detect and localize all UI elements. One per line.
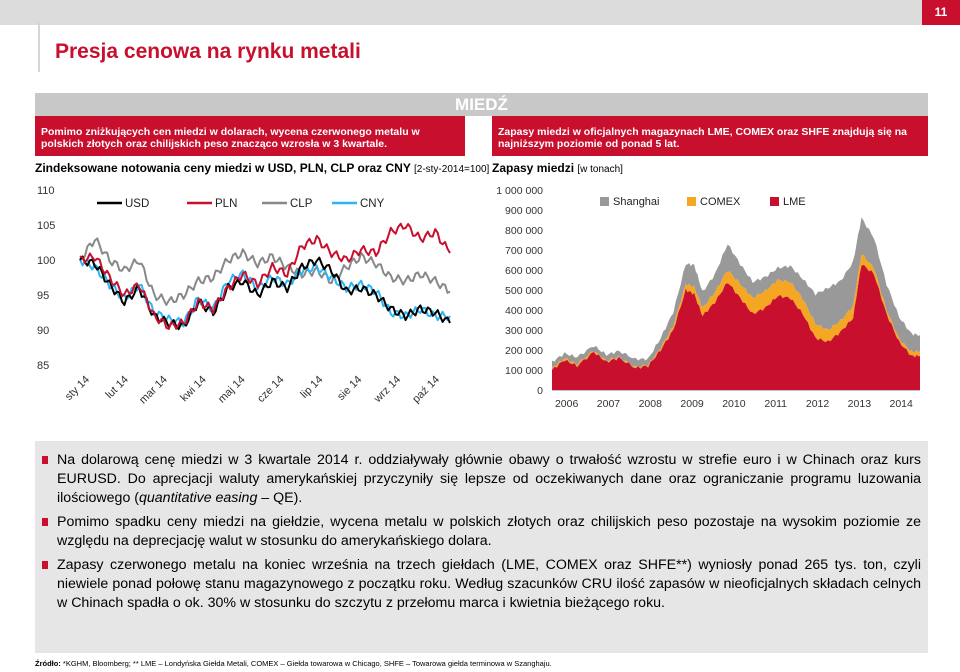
legend-swatch [600,197,609,206]
x-tick-label: 2011 [764,398,787,410]
y-tick-label: 105 [37,220,55,232]
legend-swatch [687,197,696,206]
y-tick-label: 90 [37,325,49,337]
price-index-chart: 110 105 100 95 90 85 sty 14 lut 14 mar 14 kwi 14 m… [37,185,451,407]
x-tick-label: 2007 [597,398,621,410]
page-number: 11 [922,0,960,25]
y-tick-label: 100 000 [505,365,543,377]
bullet-marker-icon [42,518,48,526]
title-divider [38,22,40,72]
copper-stocks-chart: 1 000 000 900 000 800 000 700 000 600 000 500… [496,185,920,410]
series-line-cny [79,258,451,328]
y-tick-label: 85 [37,360,49,372]
bullet-text: Na dolarową cenę miedzi w 3 kwartale 201… [57,452,921,506]
series-line-clp [79,237,451,306]
left-chart-title: Zindeksowane notowania ceny miedzi w USD… [35,161,489,175]
right-chart-title-text: Zapasy miedzi [492,161,575,175]
page-title: Presja cenowa na rynku metali [55,40,361,63]
x-tick-label: paź 14 [410,374,442,406]
series-line-usd [79,255,451,331]
y-tick-label: 500 000 [505,285,543,297]
source-note: Źródło: *KGHM, Bloomberg; ** LME – Londy… [35,659,552,668]
legend-label: USD [125,198,149,210]
y-tick-label: 300 000 [505,325,543,337]
x-tick-label: maj 14 [216,374,248,406]
banner-label: MIEDŹ [455,95,508,114]
bullet-text: Zapasy czerwonego metalu na koniec wrześ… [57,557,921,611]
source-text: *KGHM, Bloomberg; ** LME – Londyńska Gie… [60,659,552,668]
y-tick-label: 0 [537,385,543,397]
y-tick-label: 400 000 [505,305,543,317]
top-bar [0,0,960,25]
legend-label: CNY [360,198,385,210]
bullet-text-end: – QE). [257,490,303,506]
y-tick-label: 200 000 [505,345,543,357]
area-shanghai [552,217,920,368]
source-label: Źródło: [35,659,61,668]
y-tick-label: 700 000 [505,245,543,257]
right-chart-subtitle: [w tonach] [577,164,623,175]
y-tick-label: 1 000 000 [496,185,543,197]
x-tick-label: 2010 [722,398,746,410]
bullet-marker-icon [42,561,48,569]
bullet-marker-icon [42,456,48,464]
x-tick-label: 2009 [680,398,704,410]
bullet-emphasis: quantitative easing [139,490,258,506]
x-tick-label: 2012 [806,398,830,410]
x-tick-label: sty 14 [63,374,92,403]
commentary-panel [35,441,928,653]
y-tick-label: 900 000 [505,205,543,217]
legend-label: PLN [215,198,237,210]
x-tick-label: 2014 [890,398,914,410]
x-tick-label: kwi 14 [178,374,209,405]
x-tick-label: lut 14 [103,374,131,402]
bullet-text: Pomimo spadku ceny miedzi na giełdzie, w… [57,514,921,549]
legend-label: COMEX [700,196,741,208]
y-tick-label: 100 [37,255,55,267]
y-tick-label: 95 [37,290,49,302]
x-tick-label: 2008 [639,398,663,410]
bullet-item: Pomimo spadku ceny miedzi na giełdzie, w… [42,513,921,551]
right-info-box: Zapasy miedzi w oficjalnych magazynach L… [492,116,928,156]
left-info-box: Pomimo zniżkujących cen miedzi w dolarac… [35,116,465,156]
x-tick-label: cze 14 [255,374,286,405]
bullet-item: Zapasy czerwonego metalu na koniec wrześ… [42,556,921,613]
x-tick-label: wrz 14 [371,374,403,406]
y-tick-label: 600 000 [505,265,543,277]
x-tick-label: sie 14 [335,374,364,403]
y-tick-label: 110 [37,185,55,197]
area-lme [552,264,920,390]
x-tick-label: 2013 [848,398,872,410]
series-line-pln [79,222,451,330]
legend-label: CLP [290,198,313,210]
left-chart-subtitle: [2-sty-2014=100] [413,164,490,175]
section-banner: MIEDŹ [35,93,928,116]
legend-label: LME [783,196,806,208]
y-tick-label: 800 000 [505,225,543,237]
x-tick-label: lip 14 [298,374,325,401]
x-tick-label: 2006 [555,398,579,410]
bullet-item: Na dolarową cenę miedzi w 3 kwartale 201… [42,451,921,508]
legend-swatch [770,197,779,206]
legend-label: Shanghai [613,196,660,208]
left-chart-title-text: Zindeksowane notowania ceny miedzi w USD… [35,161,411,175]
right-chart-title: Zapasy miedzi [w tonach] [492,161,623,175]
x-tick-label: mar 14 [137,374,170,407]
commentary-list: Na dolarową cenę miedzi w 3 kwartale 201… [42,451,921,618]
